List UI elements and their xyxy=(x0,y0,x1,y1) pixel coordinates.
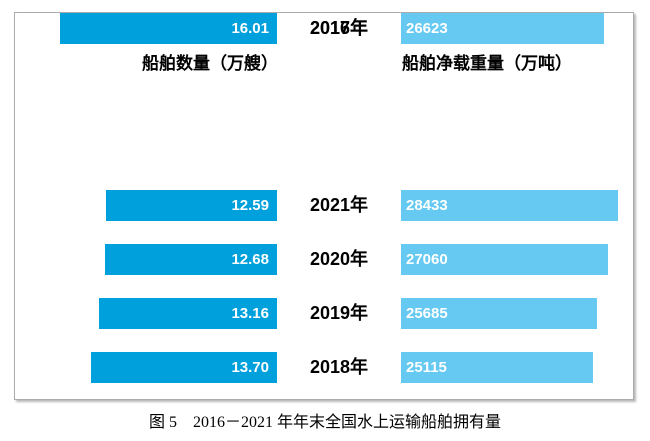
year-label: 2020年 xyxy=(309,249,369,269)
chart-row-2020: 12.68 2020年 27060 xyxy=(15,244,650,275)
chart-panel: 船舶数量（万艘） 船舶净载重量（万吨） 12.59 2021年 28433 12… xyxy=(14,12,634,400)
chart-row-2019: 13.16 2019年 25685 xyxy=(15,298,650,329)
chart-row-2018: 13.70 2018年 25115 xyxy=(15,352,650,383)
right-series-header: 船舶净载重量（万吨） xyxy=(402,54,572,73)
figure-caption: 图 5 2016－2021 年年末全国水上运输船舶拥有量 xyxy=(148,414,501,431)
tonnage-bar: 28433 xyxy=(401,190,618,221)
count-bar: 13.16 xyxy=(99,298,277,329)
left-series-header: 船舶数量（万艘） xyxy=(142,54,278,73)
tonnage-bar: 27060 xyxy=(401,244,608,275)
tonnage-bar: 25685 xyxy=(401,298,597,329)
year-label: 2021年 xyxy=(309,195,369,215)
year-label: 2019年 xyxy=(309,303,369,323)
chart-row-2021: 12.59 2021年 28433 xyxy=(15,190,650,221)
count-bar: 16.01 xyxy=(60,13,277,44)
tonnage-bar: 25115 xyxy=(401,352,593,383)
tonnage-bar: 26623 xyxy=(401,13,604,44)
count-bar: 12.59 xyxy=(106,190,277,221)
year-label: 2016年 xyxy=(309,18,369,38)
chart-row-2016: 16.01 2016年 26623 xyxy=(15,13,650,44)
year-label: 2018年 xyxy=(309,357,369,377)
count-bar: 12.68 xyxy=(105,244,277,275)
year-label: 2017年 xyxy=(309,18,369,38)
count-bar: 13.70 xyxy=(91,352,277,383)
